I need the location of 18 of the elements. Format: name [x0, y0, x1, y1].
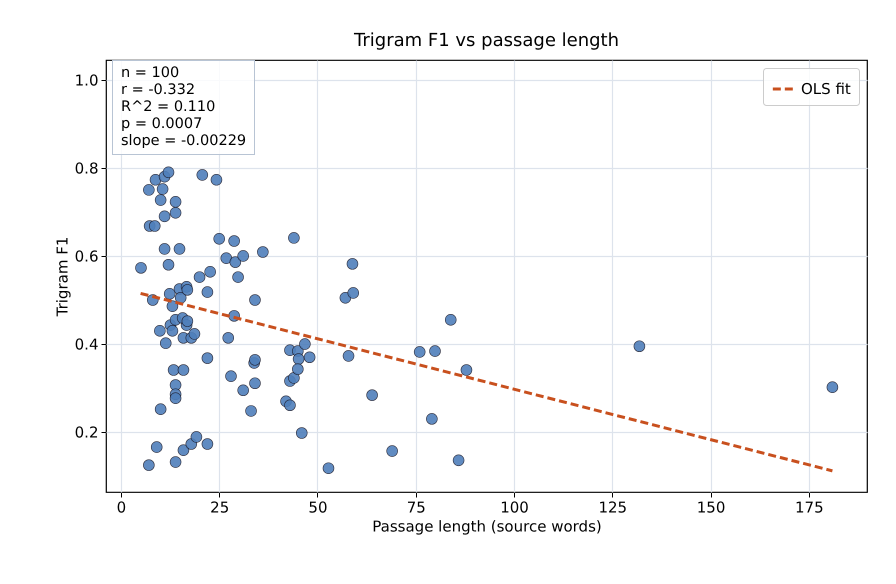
y-tick-label: 0.8 — [74, 159, 98, 178]
x-tick-label: 125 — [598, 498, 628, 516]
y-tick-label: 0.2 — [74, 424, 98, 442]
x-tick-label: 100 — [500, 498, 529, 516]
y-tick-label: 0.4 — [74, 336, 98, 354]
x-axis-title: Passage length (source words) — [372, 518, 602, 536]
x-tick-label: 75 — [406, 498, 426, 516]
x-tick-label: 0 — [116, 498, 126, 516]
y-tick-label: 0.6 — [74, 247, 98, 266]
chart-title: Trigram F1 vs passage length — [353, 30, 619, 51]
x-tick-label: 25 — [210, 498, 230, 516]
legend-label: OLS fit — [801, 80, 851, 98]
y-axis-title: Trigram F1 — [54, 236, 72, 318]
x-tick-label: 50 — [308, 498, 328, 516]
annotation: n = 100 r = -0.332 R^2 = 0.110 p = 0.0007 slope = -0.00229 — [112, 60, 256, 155]
x-tick-label: 175 — [795, 498, 824, 516]
y-tick-label: 1.0 — [74, 71, 98, 90]
x-tick-label: 150 — [696, 498, 726, 516]
